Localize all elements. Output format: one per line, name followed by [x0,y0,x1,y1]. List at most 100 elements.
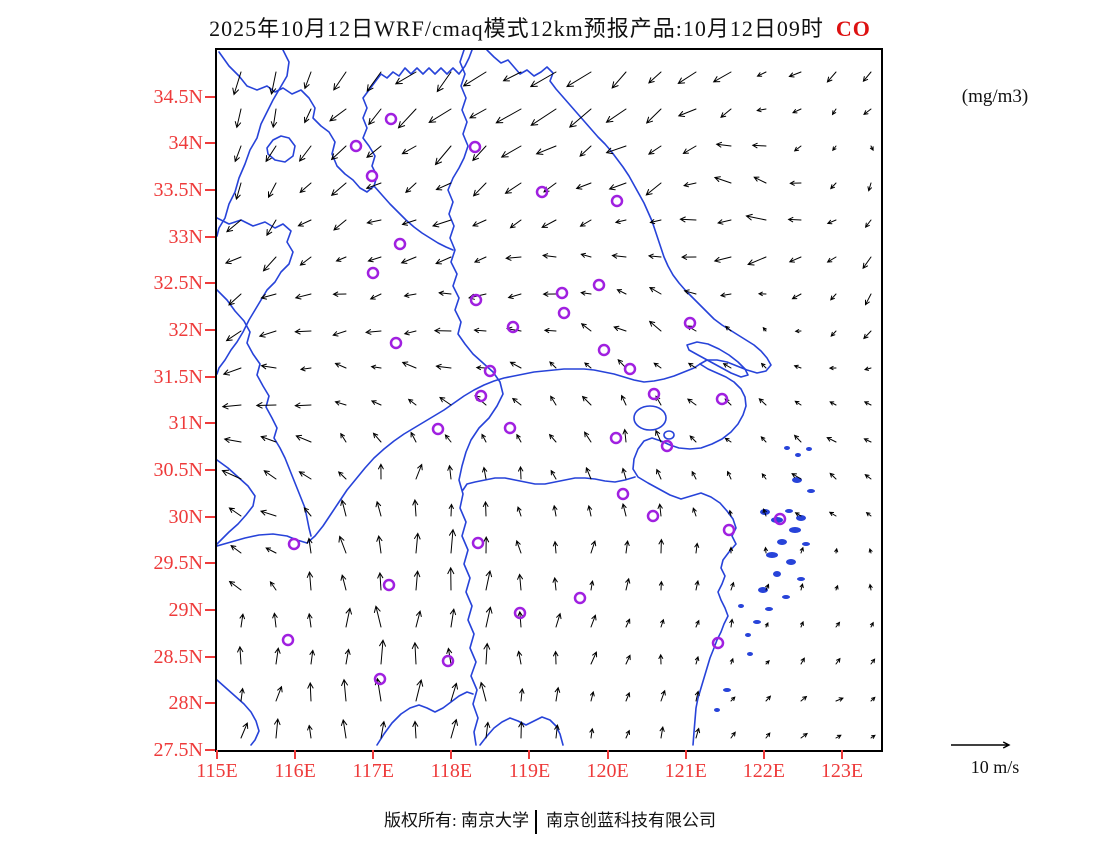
lat-axis-label: 28N [168,692,203,715]
page-title: 2025年10月12日WRF/cmaq模式12km预报产品:10月12日09时 C… [0,11,1080,43]
island [797,577,805,581]
lon-tick [762,750,765,759]
island [765,607,773,611]
lat-tick [205,702,215,705]
island [723,688,731,692]
island [758,587,768,593]
boundary-southwest-corner-border [217,679,260,746]
island [792,477,802,483]
lat-axis-label: 33N [168,225,203,248]
station-marker [610,194,624,208]
boundary-yangtze-river [217,363,701,547]
station-marker [711,636,725,650]
station-marker [597,343,611,357]
island [714,708,720,712]
station-marker [349,139,363,153]
lat-axis-label: 27.5N [153,739,203,761]
lat-axis-label: 34N [168,132,203,155]
boundary-south-border-center [479,716,564,746]
lat-tick [205,562,215,565]
lon-tick [450,750,453,759]
station-marker [557,306,571,320]
lat-tick [205,142,215,145]
island [796,515,806,521]
boundary-west-anhui-border [217,289,312,537]
station-marker [393,237,407,251]
lon-tick [216,750,218,759]
station-marker [503,421,517,435]
station-marker [513,606,527,620]
station-marker [609,431,623,445]
footer-divider [534,810,537,835]
lon-tick [606,750,609,759]
island [785,509,793,513]
station-marker [573,591,587,605]
boundary-hook-diagonal [373,185,454,251]
island [773,571,781,577]
station-marker [660,439,674,453]
lon-tick [684,750,687,759]
lat-tick [205,282,215,285]
station-marker [382,578,396,592]
boundary-left-mid-border [217,459,256,545]
boundary-qiantang-border [462,476,636,491]
lon-axis-label: 119E [508,760,551,782]
island [795,453,801,457]
island [766,552,778,558]
island [789,527,801,533]
lat-tick [205,375,215,378]
station-marker [441,654,455,668]
lat-axis-label: 32.5N [153,272,203,295]
boundary-chongming-island [686,341,749,378]
lon-axis-label: 121E [664,760,707,782]
lon-axis-label: 115E [196,760,238,782]
lat-tick [205,189,215,191]
station-marker [366,266,380,280]
lat-axis-label: 31.5N [153,365,203,388]
station-marker [384,112,398,126]
station-marker [389,336,403,350]
wind-scale-label: 10 m/s [970,757,1020,777]
lat-axis-label: 31N [168,412,203,435]
boundary-coast-north [486,50,772,374]
units-label: (mg/m3) [961,86,1029,107]
lon-axis-label: 123E [820,760,864,782]
legend-arrow-icon [951,741,1011,749]
lat-axis-label: 33.5N [153,179,203,201]
lon-tick [294,750,297,759]
lake [633,405,667,431]
island [807,489,815,493]
station-marker [287,537,301,551]
station-marker [555,286,569,300]
boundary-south-border-west [376,691,474,746]
boundary-huai-border [217,217,294,375]
island [747,652,753,656]
island [745,633,751,637]
map-plot-area [215,48,883,752]
station-marker [683,316,697,330]
wind-vector-arrows [221,71,876,739]
station-marker [469,293,483,307]
lat-axis-label: 29.5N [153,552,203,575]
station-marker [535,185,549,199]
lat-tick [205,515,215,518]
island [806,447,812,451]
station-marker [431,422,445,436]
lon-axis-label: 120E [586,760,629,782]
island [753,620,761,624]
station-marker [773,512,787,526]
lat-tick [205,422,215,425]
copyright-left: 版权所有: 南京大学 [384,811,529,830]
lon-axis-label: 116E [274,760,316,782]
station-marker [506,320,520,334]
wind-scale-arrow [951,741,1011,749]
station-marker [471,536,485,550]
island [786,559,796,565]
lat-axis-label: 30N [168,505,203,528]
station-marker [483,364,497,378]
boundary-jiangsu-anhui-border [447,50,504,746]
boundary-weishan-loop [266,135,296,163]
copyright-right: 南京创蓝科技有限公司 [545,811,716,830]
copyright-footer: 版权所有: 南京大学 南京创蓝科技有限公司 [0,806,1100,835]
